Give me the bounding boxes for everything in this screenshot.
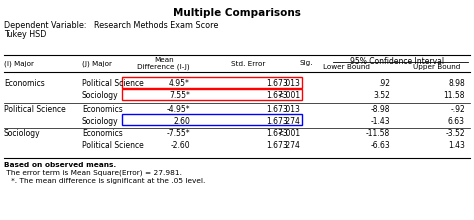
Text: (J) Major: (J) Major	[82, 60, 112, 67]
Text: 1.673: 1.673	[266, 104, 288, 114]
Text: Political Science: Political Science	[82, 79, 144, 88]
Text: 2.60: 2.60	[173, 117, 190, 125]
Text: 1.673: 1.673	[266, 117, 288, 125]
Text: Based on observed means.: Based on observed means.	[4, 162, 116, 168]
Text: 95% Confidence Interval: 95% Confidence Interval	[350, 57, 445, 66]
Text: 6.63: 6.63	[448, 117, 465, 125]
Text: -6.63: -6.63	[370, 141, 390, 150]
Text: (I) Major: (I) Major	[4, 60, 34, 67]
Text: The error term is Mean Square(Error) = 27.981.: The error term is Mean Square(Error) = 2…	[4, 170, 182, 176]
Text: <.001: <.001	[277, 130, 300, 139]
Text: Sociology: Sociology	[82, 92, 118, 101]
Text: Economics: Economics	[82, 104, 123, 114]
Text: -2.60: -2.60	[170, 141, 190, 150]
Text: Std. Error: Std. Error	[231, 61, 265, 66]
Text: -7.55*: -7.55*	[166, 130, 190, 139]
Text: <.001: <.001	[277, 92, 300, 101]
Text: 1.43: 1.43	[448, 141, 465, 150]
Text: 1.673: 1.673	[266, 92, 288, 101]
Text: Sociology: Sociology	[82, 117, 118, 125]
Text: Political Science: Political Science	[82, 141, 144, 150]
Text: 1.673: 1.673	[266, 79, 288, 88]
Text: -11.58: -11.58	[366, 130, 390, 139]
Text: .013: .013	[283, 104, 300, 114]
Text: Economics: Economics	[4, 79, 45, 88]
Text: -.92: -.92	[450, 104, 465, 114]
Text: 4.95*: 4.95*	[169, 79, 190, 88]
Text: Economics: Economics	[82, 130, 123, 139]
Text: -3.52: -3.52	[446, 130, 465, 139]
Text: 3.52: 3.52	[373, 92, 390, 101]
Text: 7.55*: 7.55*	[169, 92, 190, 101]
Text: .274: .274	[283, 141, 300, 150]
Text: 11.58: 11.58	[444, 92, 465, 101]
Text: Sociology: Sociology	[4, 130, 41, 139]
Text: -8.98: -8.98	[371, 104, 390, 114]
Text: *. The mean difference is significant at the .05 level.: *. The mean difference is significant at…	[4, 178, 205, 184]
Text: 1.673: 1.673	[266, 130, 288, 139]
Bar	[122, 114, 302, 125]
Text: Dependent Variable:   Research Methods Exam Score: Dependent Variable: Research Methods Exa…	[4, 21, 219, 30]
Text: .013: .013	[283, 79, 300, 88]
Text: Sig.: Sig.	[300, 61, 313, 66]
Text: Political Science: Political Science	[4, 104, 66, 114]
Text: -1.43: -1.43	[370, 117, 390, 125]
Text: Upper Bound: Upper Bound	[413, 64, 460, 70]
Text: .92: .92	[378, 79, 390, 88]
Text: 8.98: 8.98	[448, 79, 465, 88]
Text: Tukey HSD: Tukey HSD	[4, 30, 46, 39]
Text: 1.673: 1.673	[266, 141, 288, 150]
Text: Lower Bound: Lower Bound	[323, 64, 370, 70]
Bar	[122, 77, 302, 88]
Text: .274: .274	[283, 117, 300, 125]
Text: -4.95*: -4.95*	[166, 104, 190, 114]
Text: Mean
Difference (I-J): Mean Difference (I-J)	[137, 57, 190, 70]
Text: Multiple Comparisons: Multiple Comparisons	[173, 8, 301, 18]
Bar	[122, 89, 302, 100]
